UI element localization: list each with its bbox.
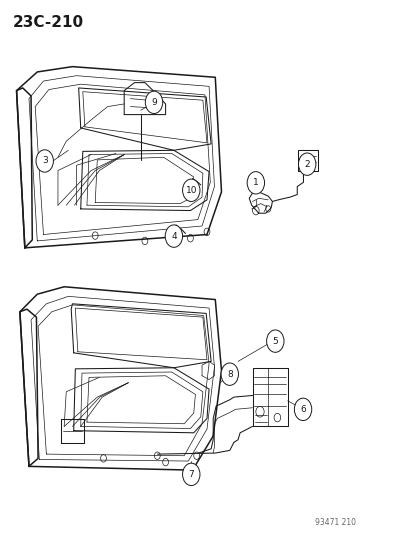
Text: 8: 8	[226, 370, 232, 378]
Circle shape	[221, 363, 238, 385]
Text: 9: 9	[151, 98, 157, 107]
Text: 3: 3	[42, 157, 47, 165]
Text: 93471 210: 93471 210	[314, 518, 355, 527]
Circle shape	[182, 179, 199, 201]
Circle shape	[247, 172, 264, 194]
Circle shape	[182, 463, 199, 486]
Text: 23C-210: 23C-210	[12, 15, 83, 30]
Text: 4: 4	[171, 232, 176, 240]
Text: 5: 5	[272, 337, 278, 345]
Circle shape	[145, 91, 162, 114]
Circle shape	[298, 153, 315, 175]
Circle shape	[36, 150, 53, 172]
Circle shape	[165, 225, 182, 247]
Text: 1: 1	[252, 179, 258, 187]
Circle shape	[294, 398, 311, 421]
Text: 6: 6	[299, 405, 305, 414]
Circle shape	[266, 330, 283, 352]
Text: 10: 10	[185, 186, 197, 195]
Text: 2: 2	[304, 160, 309, 168]
Text: 7: 7	[188, 470, 194, 479]
